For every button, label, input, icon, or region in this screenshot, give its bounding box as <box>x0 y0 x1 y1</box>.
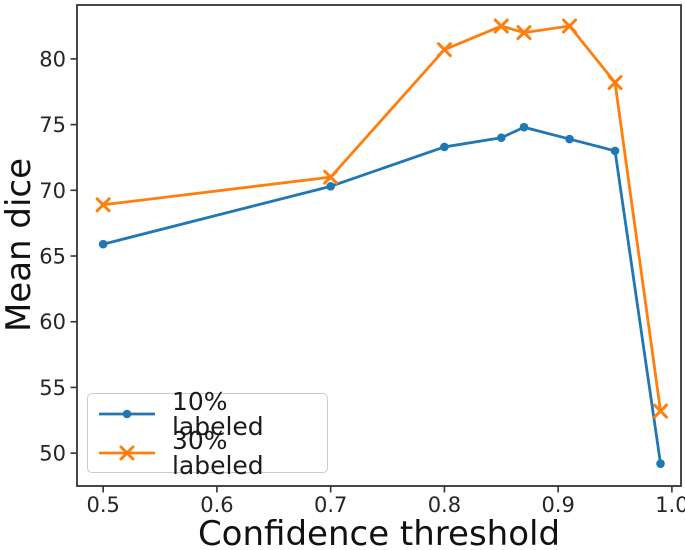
data-point-x <box>323 169 339 185</box>
x-tick-label: 0.6 <box>200 493 233 517</box>
x-tick-label: 1.0 <box>655 493 685 517</box>
data-point-circle <box>98 239 108 249</box>
data-point-x <box>607 75 623 91</box>
data-point-circle <box>496 133 506 143</box>
legend-line-circle-icon <box>99 409 155 418</box>
legend: 10% labeled 30% labeled <box>87 389 328 478</box>
data-point-x <box>562 18 578 34</box>
y-tick-label: 65 <box>39 245 66 269</box>
series-line-1 <box>101 24 662 413</box>
x-axis-title: Confidence threshold <box>197 514 561 550</box>
data-point-circle <box>656 459 665 468</box>
legend-item-30pct-labeled: 30% labeled <box>99 428 327 478</box>
data-point-x <box>436 42 452 58</box>
x-tick-label: 0.7 <box>314 493 347 517</box>
data-point-x <box>493 18 509 34</box>
plot-frame <box>76 4 682 487</box>
y-tick-label: 60 <box>39 310 66 334</box>
y-tick-label: 80 <box>39 47 66 71</box>
y-tick-label: 50 <box>39 442 66 466</box>
data-point-circle <box>565 134 574 144</box>
legend-line-x-icon <box>99 445 155 460</box>
y-tick-label: 70 <box>39 179 66 203</box>
data-point-x <box>95 197 111 213</box>
legend-item-10pct-labeled: 10% labeled <box>99 389 327 439</box>
data-point-x <box>516 25 532 41</box>
y-axis-title: Mean dice <box>0 157 39 333</box>
legend-label: 10% labeled <box>171 386 264 441</box>
series-line-0 <box>101 125 662 466</box>
y-tick-label: 75 <box>39 113 66 137</box>
data-point-circle <box>440 142 449 152</box>
data-point-circle <box>519 122 529 132</box>
x-tick-label: 0.8 <box>428 493 461 517</box>
legend-label: 30% labeled <box>171 425 264 480</box>
x-tick-label: 0.5 <box>86 493 119 517</box>
data-point-circle <box>610 146 620 156</box>
data-point-x <box>653 403 669 419</box>
x-tick-label: 0.9 <box>541 493 574 517</box>
data-point-circle <box>326 182 335 191</box>
y-tick-label: 55 <box>39 376 66 400</box>
